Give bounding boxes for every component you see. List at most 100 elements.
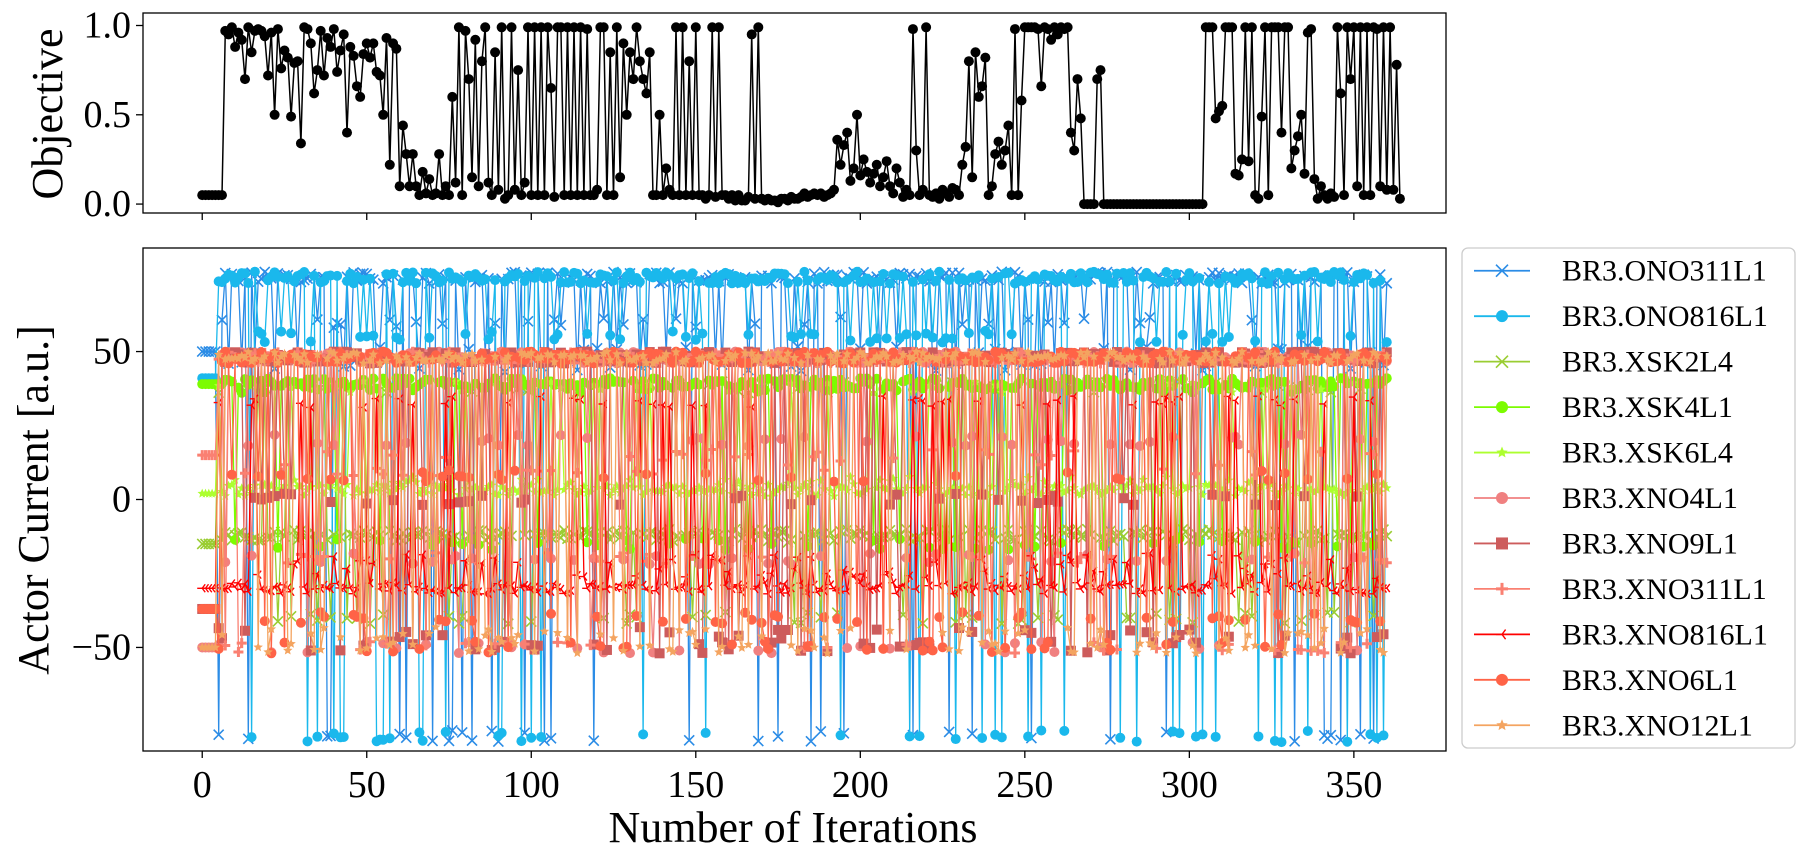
series-point — [555, 430, 566, 441]
series-point — [966, 728, 978, 740]
series-point — [730, 451, 741, 462]
series-point — [654, 648, 665, 659]
objective-point — [904, 190, 915, 201]
objective-point — [286, 111, 297, 122]
series-point — [927, 332, 938, 343]
objective-point — [1036, 81, 1047, 92]
series-point — [983, 449, 994, 460]
series-point — [812, 447, 823, 458]
objective-point — [1065, 127, 1076, 138]
series-point — [1111, 529, 1123, 541]
objective-point — [753, 22, 764, 33]
series-point — [1118, 493, 1129, 504]
series-point — [1197, 586, 1207, 595]
series-point — [388, 646, 399, 657]
series-point — [989, 534, 1001, 546]
legend-label: BR3.XSK6L4 — [1562, 437, 1733, 470]
objective-point — [272, 24, 283, 35]
series-point — [1082, 647, 1093, 658]
objective-point — [911, 145, 922, 156]
series-point — [687, 268, 698, 279]
series-point — [1342, 736, 1353, 747]
series-point — [730, 493, 741, 504]
series-point — [930, 275, 941, 286]
series-point — [1194, 536, 1205, 547]
series-point — [756, 552, 767, 563]
series-point — [763, 558, 774, 569]
series-point — [1354, 728, 1367, 740]
series-point — [1114, 528, 1126, 540]
series-point — [677, 449, 688, 460]
series-point — [904, 731, 915, 742]
series-point — [677, 481, 688, 491]
series-point — [690, 334, 701, 345]
objective-point — [618, 38, 629, 49]
objective-point — [516, 190, 527, 201]
series-point — [680, 534, 691, 545]
objective-point — [450, 177, 461, 188]
series-point — [233, 646, 244, 657]
objective-point — [1207, 22, 1218, 33]
series-point — [884, 499, 895, 510]
series-point — [1200, 336, 1211, 347]
objective-point — [276, 63, 287, 74]
objective-point — [480, 22, 491, 33]
objective-point — [746, 29, 757, 40]
series-point — [1016, 495, 1027, 506]
series-point — [480, 274, 491, 285]
objective-point — [993, 136, 1004, 147]
series-point — [753, 475, 764, 486]
series-point — [407, 346, 418, 357]
series-point — [312, 731, 323, 742]
objective-point — [440, 181, 451, 192]
series-point — [657, 616, 668, 627]
objective-point — [292, 56, 303, 67]
series-point — [819, 465, 830, 476]
series-point — [717, 439, 728, 450]
series-point — [763, 643, 774, 654]
objective-point — [1388, 184, 1399, 195]
series-point — [888, 453, 899, 464]
series-point — [779, 269, 790, 280]
series-point — [878, 643, 889, 654]
series-point — [1302, 474, 1313, 485]
series-point — [1009, 647, 1020, 658]
objective-point — [638, 74, 649, 85]
series-point — [641, 469, 652, 480]
objective-point — [641, 88, 652, 99]
series-point — [707, 444, 718, 455]
series-point — [348, 490, 359, 500]
objective-point — [1088, 199, 1099, 210]
series-point — [871, 624, 882, 635]
series-point — [775, 525, 787, 537]
series-point — [1296, 330, 1307, 341]
series-point — [723, 644, 734, 655]
objective-point — [644, 47, 655, 58]
series-point — [444, 499, 455, 510]
objective-point — [424, 174, 435, 185]
series-point — [786, 472, 797, 483]
series-point — [848, 527, 860, 539]
series-point — [384, 733, 395, 744]
series-point — [608, 275, 619, 286]
objective-point — [302, 24, 313, 35]
series-point — [532, 466, 543, 477]
objective-point — [342, 127, 353, 138]
objective-point — [325, 41, 336, 52]
series-point — [1049, 646, 1060, 657]
series-point — [934, 266, 945, 277]
series-point — [1203, 523, 1215, 535]
objective-point — [654, 109, 665, 120]
objective-point — [1013, 190, 1024, 201]
series-point — [605, 490, 615, 500]
series-point — [911, 330, 922, 341]
series-point — [325, 584, 335, 594]
objective-point — [871, 159, 882, 170]
objective-point — [1352, 181, 1363, 192]
series-point — [1065, 268, 1076, 279]
objective-point — [888, 188, 899, 199]
series-point — [332, 270, 343, 281]
series-point — [789, 483, 800, 493]
objective-point — [1256, 111, 1267, 122]
series-point — [397, 470, 408, 481]
